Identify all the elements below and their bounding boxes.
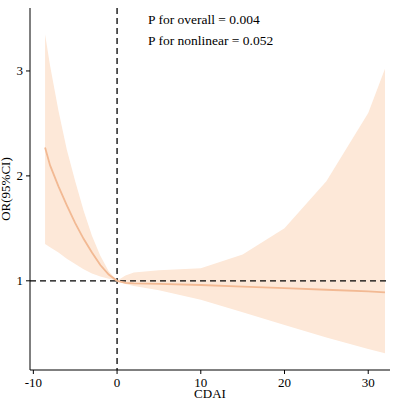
x-tick-label: 20 [278,375,291,390]
x-axis-label: CDAI [194,386,226,398]
x-tick [368,370,369,374]
x-tick [117,370,118,374]
x-tick-label: -10 [25,375,42,390]
annotation: P for overall = 0.004 [148,12,260,27]
y-axis [30,8,31,370]
spline-line [45,148,385,293]
chart: -100102030123CDAIOR(95%CI)P for overall … [0,0,400,398]
y-tick [26,280,30,281]
y-axis-label: OR(95%CI) [0,157,13,221]
x-tick [33,370,34,374]
y-tick-label: 3 [17,63,24,78]
reference-line [30,280,390,281]
x-tick [284,370,285,374]
x-tick-label: 30 [362,375,375,390]
x-tick [200,370,201,374]
y-tick [26,70,30,71]
x-axis [30,370,390,371]
y-tick-label: 1 [17,273,24,288]
reference-line [116,8,117,370]
x-tick-label: 0 [114,375,121,390]
y-tick-label: 2 [17,168,24,183]
y-tick [26,175,30,176]
plot-area [30,8,390,370]
annotation: P for nonlinear = 0.052 [148,33,273,48]
ci-band [45,34,385,353]
